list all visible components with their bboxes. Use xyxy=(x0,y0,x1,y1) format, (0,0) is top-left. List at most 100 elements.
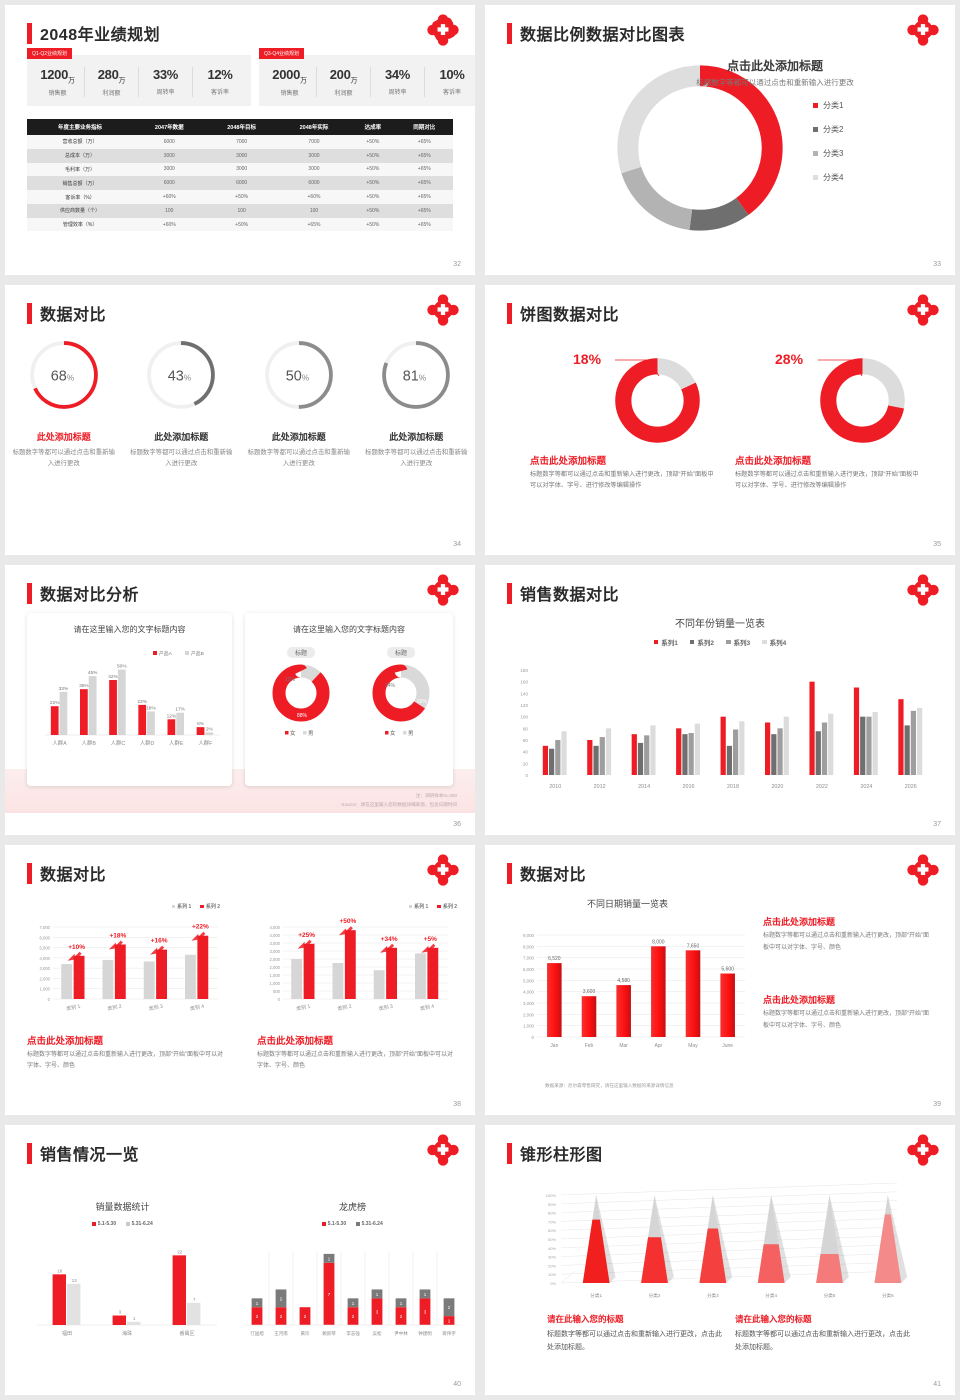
x-tick-label: 分类4 xyxy=(765,1292,777,1299)
page-number: 38 xyxy=(453,1101,461,1108)
donut-value-label: 12% xyxy=(285,677,296,683)
legend-label: 系列3 xyxy=(733,640,751,647)
y-tick-label: 20 xyxy=(523,761,529,766)
clover-cross-logo-icon xyxy=(907,574,939,606)
bar-label: 5,600 xyxy=(721,967,734,973)
title-accent-bar xyxy=(27,582,32,604)
segment-label: 1 xyxy=(376,1292,379,1297)
segment-label: 2 xyxy=(256,1314,259,1319)
y-tick-label: 1,000 xyxy=(270,981,281,986)
x-tick-label: 类别 4 xyxy=(189,1003,205,1013)
y-tick-label: 4,500 xyxy=(270,925,281,930)
legend-item: 5.1-5.30 xyxy=(322,1221,346,1227)
bar-label: 7,650 xyxy=(687,943,700,949)
slide-34: 数据对比 68% 此处添加标题 标题数字等都可以通过点击和重新输入进行更改 43% 此处… xyxy=(5,285,475,555)
bar xyxy=(685,950,701,1037)
kpi-unit: 万 xyxy=(300,77,307,85)
donut-value-label: 34% xyxy=(385,683,396,689)
chart-source-39: 数据来源：尼尔森零售研究，请在这里输入数据的来源详情信息 xyxy=(545,1083,674,1088)
table-cell: 管理效率（%） xyxy=(27,217,134,232)
legend-label: 5.1-5.30 xyxy=(327,1221,347,1227)
legend-label: 分类4 xyxy=(823,173,844,182)
growth-annotation: +22% xyxy=(192,924,209,931)
title-accent-bar xyxy=(27,302,32,324)
ring-title: 此处添加标题 xyxy=(154,432,209,442)
bar xyxy=(733,729,739,775)
page-number: 35 xyxy=(933,541,941,548)
kpi-label: 利润额 xyxy=(102,90,121,97)
donut-slice-2 xyxy=(617,65,783,231)
ring-value xyxy=(264,341,333,409)
bar-label: 42% xyxy=(108,674,118,680)
block-title-2: 点击此处添加标题 xyxy=(763,995,836,1005)
bar xyxy=(866,716,872,775)
bar xyxy=(783,716,789,775)
kpi-unit: 万 xyxy=(350,77,358,85)
page-title: 数据对比 xyxy=(27,861,106,885)
ring-value xyxy=(382,341,451,409)
bar xyxy=(427,947,439,999)
kpi-value: 1200 xyxy=(40,67,69,82)
x-tick-label: 人群F xyxy=(198,739,213,747)
bar-segment-upper xyxy=(251,1298,263,1308)
bar-label: 12% xyxy=(167,713,177,719)
bar-segment-upper xyxy=(275,1289,287,1308)
clover-cross-logo-icon xyxy=(427,574,459,606)
table-row: 管理效率（%） +60% +50% +65% +50% +65% xyxy=(27,217,453,232)
title-accent-bar xyxy=(27,862,32,884)
legend-label: 男 xyxy=(408,730,414,737)
table-cell: +50% xyxy=(350,162,396,177)
donut-chart-left-35 xyxy=(615,358,700,443)
page-title: 2048年业绩规划 xyxy=(27,21,160,45)
growth-annotation: +25% xyxy=(298,932,315,939)
legend-item: 系列1 xyxy=(653,637,678,647)
growth-annotation: +34% xyxy=(381,936,398,943)
y-tick-label: 1,000 xyxy=(523,1024,535,1029)
legend-label: 产品B xyxy=(191,650,204,657)
y-tick-label: 3,500 xyxy=(270,941,281,946)
y-tick-label: 6,000 xyxy=(40,935,51,940)
x-tick-label: 人群E xyxy=(169,739,184,747)
ring-gauge: 81% 此处添加标题 标题数字等都可以通过点击和重新输入进行更改 xyxy=(364,337,468,469)
y-tick-label: 10% xyxy=(548,1272,556,1277)
bar xyxy=(631,734,637,775)
bar xyxy=(910,710,916,775)
y-tick-label: 1,000 xyxy=(40,987,51,992)
bar xyxy=(644,735,650,775)
segment-label: 2 xyxy=(280,1314,283,1319)
y-tick-label: 7,000 xyxy=(40,925,51,930)
y-tick-label: 0 xyxy=(278,997,281,1002)
table-row: 营收总额（万） 6000 7000 7000 +50% +65% xyxy=(27,135,453,149)
y-tick-label: 140 xyxy=(520,691,528,696)
bar xyxy=(771,734,777,775)
block-body-left: 标题数字等都可以通过点击和重新输入进行更改，顶部“开始”面板中可以对字体、字号、… xyxy=(27,1052,223,1070)
clover-cross-logo-icon xyxy=(427,294,459,326)
y-tick-label: 160 xyxy=(520,680,528,685)
y-tick-label: 0 xyxy=(525,773,528,778)
bar-label: 22 xyxy=(177,1249,182,1254)
bar xyxy=(196,727,205,735)
table-cell: 营收总额（万） xyxy=(27,135,134,149)
block-title-left: 请在此输入您的标题 xyxy=(547,1314,624,1324)
bar-segment-lower xyxy=(251,1307,263,1325)
legend-swatch xyxy=(126,1222,130,1226)
bar xyxy=(872,712,878,775)
leader-line-left xyxy=(615,359,660,377)
bar-segment-lower xyxy=(299,1307,311,1325)
legend-swatch xyxy=(356,1222,360,1226)
bar xyxy=(205,732,214,735)
chart-title-40-left: 销量数据统计 xyxy=(95,1202,150,1212)
page-title: 锥形柱形图 xyxy=(507,1141,603,1165)
bar-label: 35% xyxy=(79,683,89,689)
ring-title: 此处添加标题 xyxy=(36,432,91,442)
cone-value xyxy=(582,1219,610,1283)
donut-tag-bg xyxy=(287,647,315,658)
arrow-icon xyxy=(108,940,123,950)
slide-37: 销售数据对比 不同年份销量一览表 系列1 系列2 系列3 系列4 0 20 40 60… xyxy=(485,565,955,835)
table-cell: +65% xyxy=(277,217,351,232)
y-tick-label: 0 xyxy=(48,997,51,1002)
bar xyxy=(739,721,745,775)
card-title: 请在这里输入您的文字标题内容 xyxy=(73,625,186,634)
table-cell: 7000 xyxy=(277,135,351,149)
legend-item: 分类2 xyxy=(813,124,843,135)
